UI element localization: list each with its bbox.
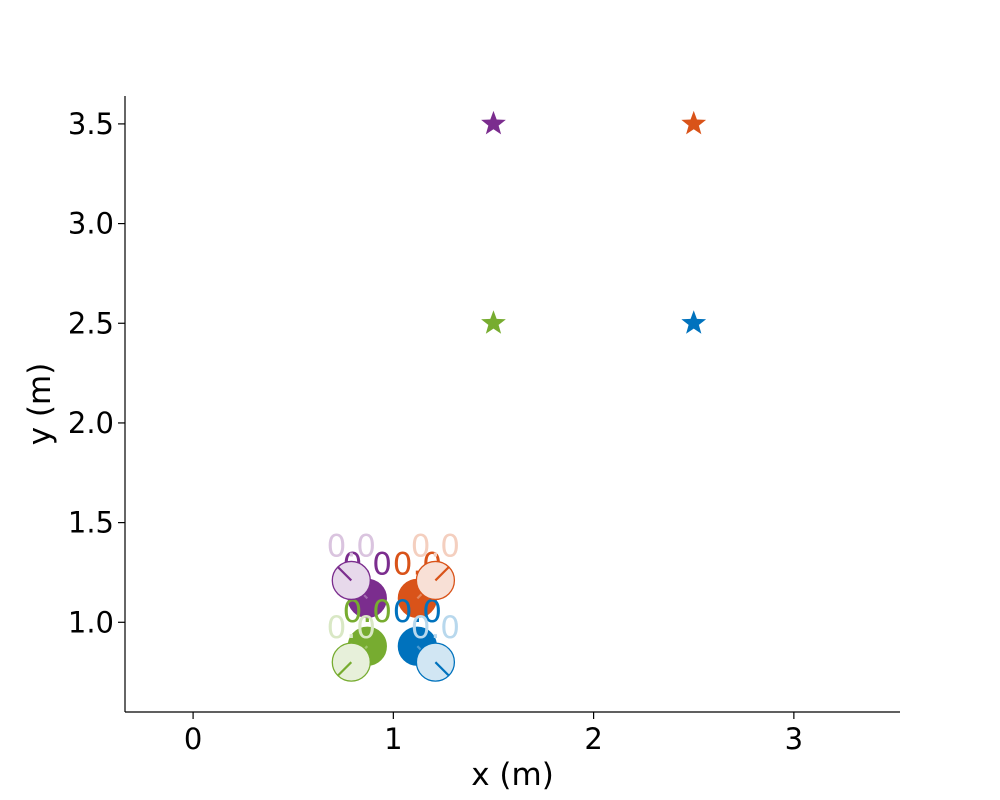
y-tick-label: 2.5: [68, 306, 114, 340]
goal-star: [681, 310, 707, 334]
y-tick-label: 2.0: [68, 406, 114, 440]
ghost-robot-label: 0.0: [411, 528, 460, 564]
y-tick-label: 1.5: [68, 506, 114, 540]
goal-star: [481, 310, 506, 334]
ghost-robot-label: 0.0: [327, 528, 376, 564]
plot-area: 0.0 0.00.0 0.00.0 0.00.0 0.0: [327, 110, 707, 682]
ghost-robot-label: 0.0: [411, 610, 460, 646]
ghost-robot-heading: [434, 661, 450, 677]
x-tick-label: 2: [584, 722, 602, 756]
y-tick-label: 1.0: [68, 605, 114, 639]
y-axis-label: y (m): [22, 363, 58, 446]
ghost-robot-label: 0.0: [327, 610, 376, 646]
ghost-robot-heading: [337, 661, 353, 677]
x-tick-label: 1: [384, 722, 402, 756]
y-tick-label: 3.0: [68, 207, 114, 241]
y-tick-label: 3.5: [68, 107, 114, 141]
current-robot-label: 0.0: [343, 594, 392, 630]
x-tick-label: 3: [785, 722, 803, 756]
current-robot-label: 0.0: [393, 594, 442, 630]
axes: 0 1 2 3 1.0 1.5 2.0 2.5 3.0 3.5: [68, 96, 900, 756]
x-axis-label: x (m): [471, 757, 554, 793]
ghost-robot-heading: [337, 566, 353, 582]
goal-star: [681, 110, 707, 135]
goal-star: [481, 110, 506, 135]
x-tick-label: 0: [184, 722, 202, 756]
ghost-robot-heading: [434, 566, 450, 582]
